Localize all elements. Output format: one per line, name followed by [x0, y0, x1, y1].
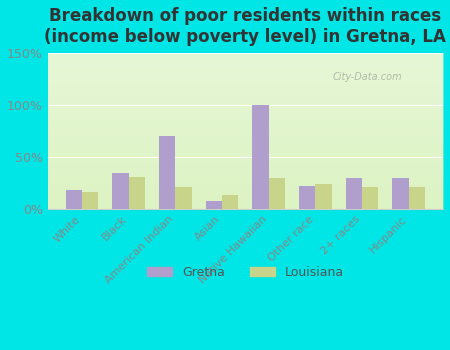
Bar: [159, 136, 176, 209]
Bar: [409, 187, 425, 209]
Legend: Gretna, Louisiana: Gretna, Louisiana: [142, 261, 349, 284]
Bar: [66, 190, 82, 209]
Bar: [315, 184, 332, 209]
Bar: [269, 178, 285, 209]
Bar: [299, 186, 315, 209]
Bar: [112, 173, 129, 209]
Bar: [222, 195, 238, 209]
Bar: [392, 178, 409, 209]
Bar: [129, 177, 145, 209]
Bar: [206, 201, 222, 209]
Bar: [252, 105, 269, 209]
Bar: [346, 178, 362, 209]
Text: City-Data.com: City-Data.com: [333, 72, 402, 82]
Title: Breakdown of poor residents within races
(income below poverty level) in Gretna,: Breakdown of poor residents within races…: [45, 7, 446, 46]
Bar: [176, 187, 192, 209]
Bar: [82, 193, 99, 209]
Bar: [362, 187, 378, 209]
